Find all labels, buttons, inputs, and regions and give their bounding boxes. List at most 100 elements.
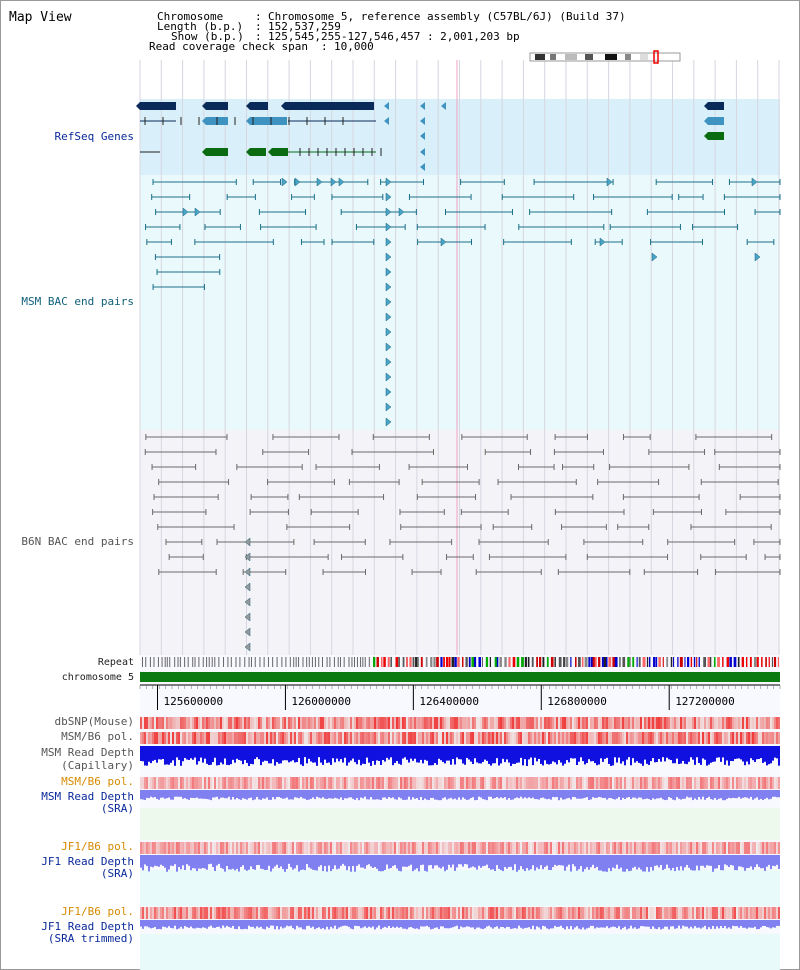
msm-depth-capillary-bar <box>648 746 650 765</box>
msm-depth-sra-bar <box>676 790 678 798</box>
label-msm-b6-pol-1[interactable]: MSM/B6 pol. <box>61 730 134 743</box>
label-msm-b6-pol-2[interactable]: MSM/B6 pol. <box>61 775 134 788</box>
jf1-b6-pol-strip <box>738 842 740 854</box>
msm-b6-pol-strip <box>538 732 540 744</box>
msm-b6-pol-strip <box>710 732 712 744</box>
label-jf1-b6-pol-2[interactable]: JF1/B6 pol. <box>61 905 134 918</box>
msm-b6-pol-strip <box>600 732 602 744</box>
msm-b6-pol-strip <box>168 732 170 744</box>
msm-b6-pol-strip <box>298 732 300 744</box>
jf1-depth-sra-bar <box>738 855 740 867</box>
jf1-b6-pol-strip <box>660 842 662 854</box>
repeat-mark <box>329 657 331 667</box>
label-jf1-read-depth-trimmed[interactable]: JF1 Read Depth <box>41 920 134 933</box>
gene-marker <box>384 117 389 125</box>
msm-bac-end-marker <box>606 177 613 187</box>
jf1-b6-pol-strip <box>664 842 666 854</box>
jf1-b6-pol-strip <box>280 842 282 854</box>
msm-b6-pol-strip <box>330 732 332 744</box>
msm-depth-sra-bar <box>554 790 556 798</box>
label-msm-read-depth-capillary[interactable]: MSM Read Depth <box>41 746 134 759</box>
jf1-b6-pol-strip <box>276 907 278 919</box>
msm-b6-pol-strip <box>686 732 688 744</box>
msm-depth-capillary-bar <box>744 746 746 766</box>
msm-bac-end-marker <box>281 177 288 187</box>
dbsnp-strip <box>284 717 286 729</box>
jf1-depth-sra-bar <box>672 855 674 868</box>
label-repeat[interactable]: Repeat <box>97 657 134 668</box>
msm-b6-pol-strip <box>616 777 618 789</box>
msm-depth-sra-bar <box>144 790 146 801</box>
jf1-b6-pol-strip <box>644 907 646 919</box>
jf1-b6-pol-strip <box>332 907 334 919</box>
msm-depth-capillary-bar <box>622 746 624 762</box>
jf1-depth-sra-bar <box>718 855 720 866</box>
jf1-depth-trimmed-bar <box>328 920 330 930</box>
msm-b6-pol-strip <box>200 732 202 744</box>
msm-depth-sra-bar <box>612 790 614 799</box>
jf1-depth-sra-bar <box>636 855 638 870</box>
jf1-depth-sra-bar <box>316 855 318 871</box>
gene-exon <box>250 148 266 156</box>
jf1-depth-trimmed-bar <box>592 920 594 926</box>
label-jf1-b6-pol-1[interactable]: JF1/B6 pol. <box>61 840 134 853</box>
msm-b6-pol-strip <box>710 777 712 789</box>
jf1-depth-sra-bar <box>688 855 690 868</box>
jf1-b6-pol-strip <box>624 842 626 854</box>
msm-b6-pol-strip <box>772 777 774 789</box>
label-jf1-read-depth-sra[interactable]: JF1 Read Depth <box>41 855 134 868</box>
jf1-depth-trimmed-bar <box>326 920 328 927</box>
repeat-mark <box>311 657 313 667</box>
label-refseq-genes[interactable]: RefSeq Genes <box>54 130 134 143</box>
msm-bac-end-marker <box>385 177 392 187</box>
axis-tick-label: 127200000 <box>675 695 735 708</box>
label-msm-bac-end-pairs[interactable]: MSM BAC end pairs <box>21 295 134 308</box>
msm-depth-capillary-bar <box>546 746 548 764</box>
msm-depth-sra-bar <box>640 790 642 798</box>
jf1-depth-trimmed-bar <box>724 920 726 927</box>
msm-depth-capillary-bar <box>580 746 582 758</box>
msm-b6-pol-strip <box>230 732 232 744</box>
msm-depth-capillary-bar <box>274 746 276 766</box>
msm-b6-pol-strip <box>224 732 226 744</box>
msm-depth-sra-bar <box>362 790 364 799</box>
msm-depth-capillary-bar <box>700 746 702 765</box>
msm-b6-pol-strip <box>366 777 368 789</box>
repeat-mark <box>244 657 246 667</box>
jf1-depth-sra-bar <box>430 855 432 866</box>
repeat-mark <box>387 657 390 667</box>
jf1-b6-pol-strip <box>340 842 342 854</box>
jf1-b6-pol-strip <box>294 907 296 919</box>
msm-depth-sra-bar <box>760 790 762 799</box>
msm-depth-capillary-bar <box>420 746 422 760</box>
label-msm-read-depth-sra[interactable]: MSM Read Depth <box>41 790 134 803</box>
msm-depth-capillary-bar <box>502 746 504 759</box>
msm-b6-pol-strip <box>774 732 776 744</box>
jf1-b6-pol-strip <box>612 907 614 919</box>
msm-b6-pol-strip <box>300 777 302 789</box>
msm-depth-sra-bar <box>526 790 528 799</box>
label-dbsnp[interactable]: dbSNP(Mouse) <box>54 715 134 728</box>
jf1-depth-trimmed-bar <box>400 920 402 928</box>
msm-depth-capillary-bar <box>232 746 234 760</box>
msm-b6-pol-strip <box>590 732 592 744</box>
gene-strand <box>202 117 206 125</box>
jf1-b6-pol-strip <box>578 907 580 919</box>
repeat-mark <box>741 657 744 667</box>
dbsnp-strip <box>182 717 184 729</box>
dbsnp-strip <box>402 717 404 729</box>
msm-b6-pol-strip <box>320 732 322 744</box>
jf1-depth-trimmed-bar <box>150 920 152 929</box>
msm-b6-pol-strip <box>310 777 312 789</box>
msm-b6-pol-strip <box>302 732 304 744</box>
jf1-b6-pol-strip <box>396 907 398 919</box>
jf1-b6-pol-strip <box>670 842 672 854</box>
label-b6n-bac-end-pairs[interactable]: B6N BAC end pairs <box>21 535 134 548</box>
jf1-depth-sra-bar <box>480 855 482 868</box>
msm-depth-sra-bar <box>206 790 208 800</box>
msm-depth-capillary-bar <box>504 746 506 763</box>
jf1-depth-sra-bar <box>440 855 442 869</box>
msm-b6-pol-strip <box>606 732 608 744</box>
repeat-mark <box>293 657 295 667</box>
